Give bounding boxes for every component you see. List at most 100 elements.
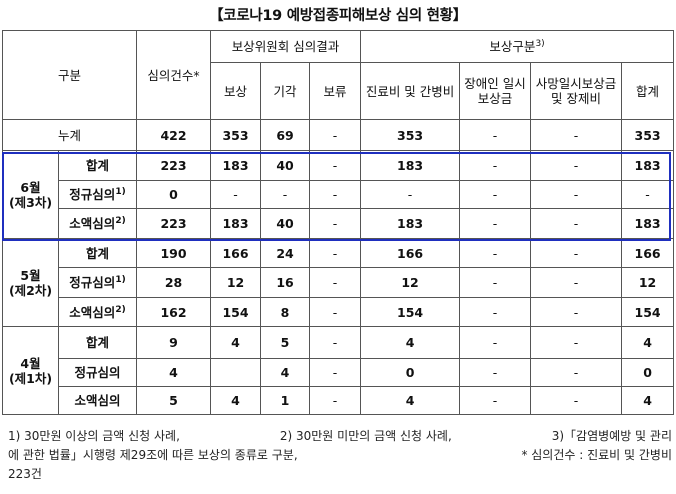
cell-count: 162 [136, 297, 212, 327]
row-label: 소액심의 [69, 216, 116, 231]
cell-count: 190 [136, 238, 212, 268]
cell-reject: - [260, 180, 311, 209]
cell-disability: - [459, 297, 532, 327]
cell-count: 5 [136, 386, 212, 415]
cell-comp [210, 358, 262, 387]
cell-disability: - [459, 150, 532, 181]
cell-hold: - [309, 297, 362, 327]
cell-disability: - [459, 267, 532, 298]
row-label: 정규심의 [57, 358, 138, 387]
cell-death: - [530, 238, 623, 268]
cell-disability: - [459, 208, 532, 239]
cell-total: 4 [621, 386, 675, 415]
cell-reject: 40 [260, 208, 311, 239]
header-count: 심의건수* [136, 30, 212, 120]
cell-hold: - [309, 358, 362, 387]
cell-disability: - [459, 358, 532, 387]
cell-count: 0 [136, 180, 212, 209]
cell-count: 422 [136, 119, 212, 151]
cell-hold: - [309, 326, 362, 359]
cell-total: 166 [621, 238, 675, 268]
group-label-apr: 4월 (제1차) [2, 326, 59, 415]
cell-medical: 4 [360, 326, 461, 359]
header-type-group: 보상구분3) [360, 30, 675, 63]
cell-comp: - [210, 180, 262, 209]
header-category: 구분 [1, 30, 138, 120]
table-row: 소액심의 5 4 1 - 4 - - 4 [3, 386, 675, 415]
cell-medical: 183 [360, 208, 461, 239]
table-row: 5월 (제2차) 합계 190 166 24 - 166 - - 166 [2, 238, 675, 327]
cell-total: 154 [621, 297, 675, 327]
cell-count: 223 [136, 150, 212, 181]
header-death: 사망일시보상금 및 장제비 [530, 62, 623, 120]
header-disability: 장애인 일시보상금 [459, 62, 532, 120]
cell-death: - [530, 150, 623, 181]
cell-comp: 166 [210, 238, 262, 268]
cell-medical: 4 [360, 386, 461, 415]
cell-comp: 353 [210, 119, 262, 151]
footnote-marker: 2) [115, 215, 126, 226]
cell-medical: 183 [360, 150, 461, 181]
footnote-star-cont: 223건 [8, 467, 42, 481]
cell-total: 4 [621, 326, 675, 359]
cell-medical: - [360, 180, 461, 209]
cell-hold: - [309, 267, 362, 298]
header-type-group-label: 보상구분 [489, 39, 536, 54]
cell-total: 183 [621, 150, 675, 181]
page-title: 【코로나19 예방접종피해보상 심의 현황】 [209, 8, 467, 24]
cell-death: - [530, 326, 623, 359]
cell-reject: 69 [260, 119, 311, 151]
cell-disability: - [459, 326, 532, 359]
table-row: 정규심의1) 0 - - - - - - - [3, 180, 675, 209]
table-row: 누계 422 353 69 - 353 - - 353 [1, 119, 675, 151]
cell-count: 28 [136, 267, 212, 298]
cell-comp: 183 [210, 208, 262, 239]
cell-death: - [530, 386, 623, 415]
footnote-marker: 2) [115, 304, 126, 315]
cell-medical: 12 [360, 267, 461, 298]
cell-medical: 0 [360, 358, 461, 387]
cell-hold: - [309, 119, 362, 151]
table-row: 4월 (제1차) 합계 9 4 5 - 4 - - 4 [2, 326, 675, 415]
cell-count: 4 [136, 358, 212, 387]
group-label-may: 5월 (제2차) [2, 238, 59, 327]
cell-death: - [530, 297, 623, 327]
cell-hold: - [309, 180, 362, 209]
row-label-cell: 소액심의2) [57, 208, 138, 239]
cell-reject: 4 [260, 358, 311, 387]
cell-medical: 353 [360, 119, 461, 151]
cell-death: - [530, 208, 623, 239]
cell-death: - [530, 180, 623, 209]
cell-hold: - [309, 238, 362, 268]
cell-total: - [621, 180, 675, 209]
cell-total: 353 [621, 119, 675, 151]
row-label: 소액심의 [57, 386, 138, 415]
footnote-star: * 심의건수 : 진료비 및 간병비 [521, 448, 672, 462]
footnote-3: 3)「감염병예방 및 관리 [551, 429, 672, 443]
cell-reject: 24 [260, 238, 311, 268]
cell-comp: 154 [210, 297, 262, 327]
cell-total: 12 [621, 267, 675, 298]
cell-reject: 40 [260, 150, 311, 181]
row-label: 소액심의 [69, 304, 116, 320]
footnote-1: 1) 30만원 이상의 금액 신청 사례, [8, 429, 180, 443]
header-committee-group: 보상위원회 심의결과 [210, 30, 362, 63]
row-label: 합계 [57, 150, 138, 181]
row-label-cell: 정규심의1) [57, 267, 138, 298]
header-hold: 보류 [309, 62, 362, 120]
cell-reject: 5 [260, 326, 311, 359]
footnote-marker: 1) [115, 186, 126, 197]
row-label: 정규심의 [69, 275, 116, 290]
row-label: 합계 [57, 326, 138, 359]
cell-comp: 183 [210, 150, 262, 181]
row-label: 정규심의 [69, 187, 116, 202]
cell-disability: - [459, 180, 532, 209]
footnotes: 1) 30만원 이상의 금액 신청 사례, 2) 30만원 미만의 금액 신청 … [8, 427, 672, 484]
cell-disability: - [459, 238, 532, 268]
cell-comp: 4 [210, 326, 262, 359]
cell-reject: 8 [260, 297, 311, 327]
header-comp: 보상 [210, 62, 262, 120]
cell-total: 0 [621, 358, 675, 387]
cell-medical: 166 [360, 238, 461, 268]
cell-reject: 1 [260, 386, 311, 415]
